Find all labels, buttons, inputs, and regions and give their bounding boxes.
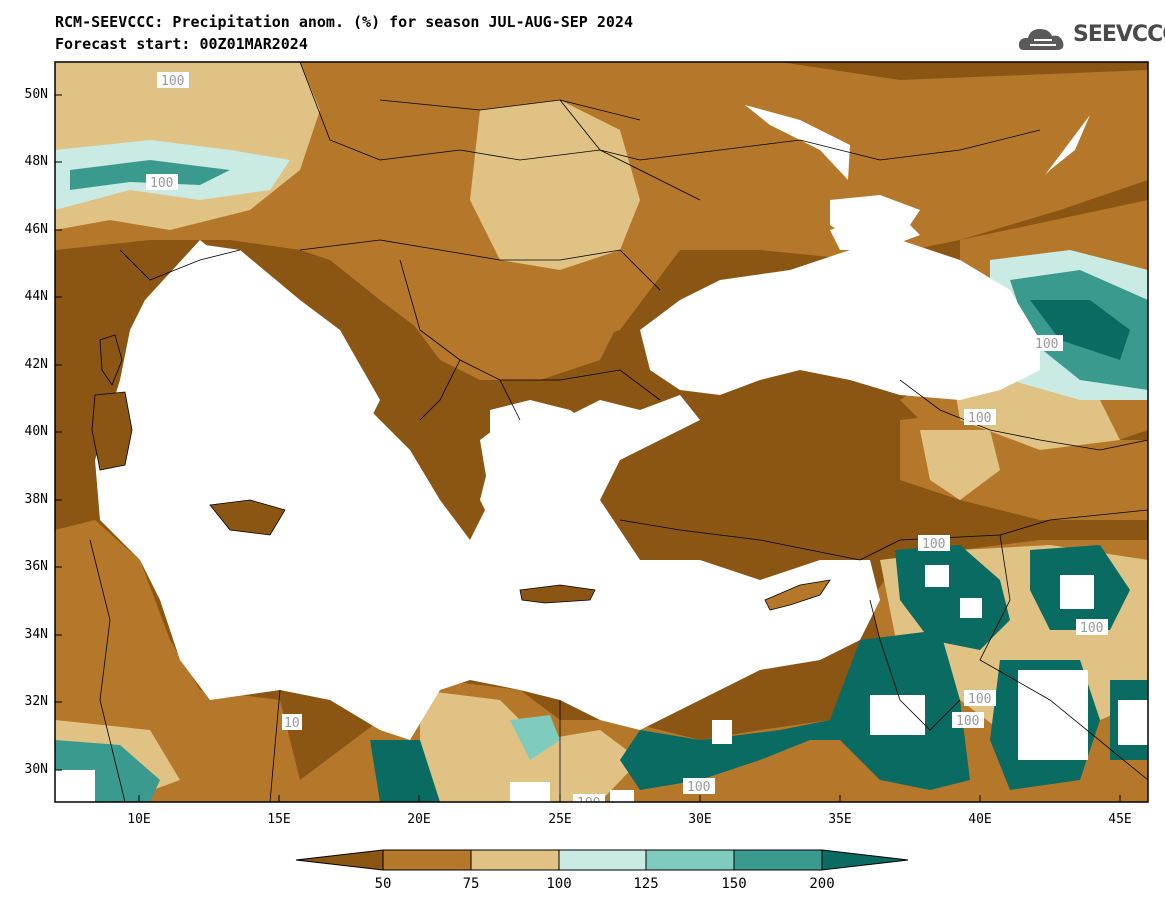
contour-label: 100 — [956, 714, 979, 729]
contour-label: 100 — [1080, 621, 1103, 636]
data-gap-syria-2 — [960, 598, 982, 618]
lon-label: 25E — [548, 812, 572, 827]
data-gap-egypt-2 — [610, 790, 634, 802]
colorbar-swatch — [645, 849, 735, 871]
contour-label: 100 — [1035, 337, 1058, 352]
lat-label: 42N — [24, 357, 48, 372]
lat-label: 34N — [24, 627, 48, 642]
lat-label: 46N — [24, 222, 48, 237]
colorbar-label: 75 — [462, 876, 480, 892]
colorbar — [295, 849, 909, 871]
colorbar-swatch — [558, 849, 647, 871]
zone-wet-libya — [370, 740, 440, 802]
colorbar-swatch — [733, 849, 823, 871]
colorbar-label: 100 — [546, 876, 572, 892]
lat-label: 36N — [24, 559, 48, 574]
lon-label: 40E — [968, 812, 992, 827]
contour-label: 100 — [687, 780, 710, 795]
contour-label: 100 — [968, 692, 991, 707]
lat-label: 50N — [24, 87, 48, 102]
logo-text: SEEVCCC — [1073, 22, 1165, 47]
lat-label: 38N — [24, 492, 48, 507]
data-gap-iraq — [1060, 575, 1094, 609]
sea-adriatic — [205, 245, 380, 420]
lon-label: 45E — [1108, 812, 1132, 827]
island-sardinia — [91, 391, 133, 471]
contour-label: 100 — [150, 176, 173, 191]
colorbar-swatch — [295, 849, 384, 871]
map-title: RCM-SEEVCCC: Precipitation anom. (%) for… — [55, 13, 633, 31]
forecast-start: Forecast start: 00Z01MAR2024 — [55, 35, 308, 53]
lat-label: 32N — [24, 694, 48, 709]
contour-label: 100 — [161, 74, 184, 89]
contour-label: 10 — [284, 716, 300, 731]
data-gap-syria-1 — [925, 565, 949, 587]
lon-label: 10E — [127, 812, 151, 827]
data-gap-east — [1118, 700, 1148, 745]
data-gap-jordan — [870, 695, 925, 735]
data-gap-sw — [55, 770, 95, 802]
sea-mediterranean — [95, 240, 880, 740]
peninsula-crimea — [830, 215, 920, 250]
sea-tyrrhenian — [150, 320, 300, 500]
sea-black — [640, 240, 1040, 400]
colorbar-label: 150 — [721, 876, 747, 892]
colorbar-label: 50 — [374, 876, 392, 892]
lon-label: 15E — [267, 812, 291, 827]
island-cyprus — [764, 579, 831, 611]
data-gap-egypt-1 — [510, 782, 550, 802]
zone-wet-syria — [895, 545, 1010, 650]
lat-label: 48N — [24, 154, 48, 169]
zone-wet-caucasus-strong — [1030, 300, 1130, 360]
cloud-logo-icon — [1018, 29, 1064, 50]
island-sicily — [209, 499, 286, 536]
contour-labels: 100 100 100 100 100 100 100 100 100 10 1… — [146, 72, 1108, 811]
lon-label: 20E — [407, 812, 431, 827]
sea-aegean — [480, 400, 610, 580]
contour-label: 100 — [922, 537, 945, 552]
data-gap-sinai — [712, 720, 732, 744]
country-borders — [89, 62, 1148, 802]
lat-label: 30N — [24, 762, 48, 777]
contour-label: 100 — [968, 411, 991, 426]
colorbar-label: 125 — [633, 876, 659, 892]
lat-label: 40N — [24, 424, 48, 439]
data-gap-arabia — [1018, 670, 1088, 760]
colorbar-swatch — [821, 849, 909, 871]
zone-near-normal-turkey — [920, 430, 1000, 500]
data-gap-russia — [1045, 115, 1090, 175]
axis-ticks — [55, 94, 1121, 802]
lon-label: 30E — [688, 812, 712, 827]
lon-label: 35E — [828, 812, 852, 827]
island-corsica — [99, 334, 123, 386]
zone-wet-cyrenaica — [510, 715, 560, 760]
contour-label: 100 — [577, 796, 600, 811]
zone-near-normal-carpathians — [470, 100, 640, 270]
island-crete — [519, 584, 596, 604]
zone-wet-levant — [620, 630, 970, 790]
data-gap-ukraine — [745, 105, 850, 180]
lat-label: 44N — [24, 289, 48, 304]
colorbar-label: 200 — [809, 876, 835, 892]
colorbar-swatch — [470, 849, 560, 871]
colorbar-swatch — [382, 849, 472, 871]
